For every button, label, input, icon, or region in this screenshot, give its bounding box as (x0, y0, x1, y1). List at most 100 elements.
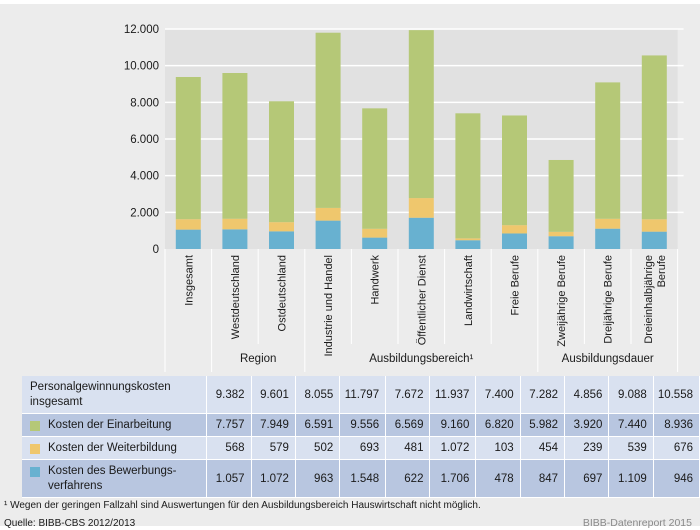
bar-segment (269, 222, 294, 232)
bar-segment (362, 228, 388, 238)
bar-segment (595, 82, 621, 219)
table-cell: 6.569 (385, 413, 431, 437)
table-cell: 7.440 (608, 413, 654, 437)
bar-segment (408, 217, 434, 249)
bar-segment (502, 225, 527, 234)
bar-segment (315, 32, 341, 208)
bar-segment (222, 229, 248, 249)
table-cell: 9.088 (608, 376, 654, 414)
table-cell: 7.672 (385, 376, 431, 414)
bar-segment (269, 231, 294, 249)
table-cell: 239 (564, 436, 610, 460)
figure-frame: 0 2.000 4.000 6.000 8.000 10.000 12.000 Insgesa… (0, 4, 700, 529)
bar-segment (222, 218, 248, 230)
legend-swatch (30, 443, 40, 454)
bar-segment (315, 220, 341, 249)
bar-segment (502, 115, 527, 226)
table-row: Personalgewinnungskosten insgesamt 9.382 9.… (22, 376, 700, 414)
table-cell: 963 (295, 459, 341, 498)
legend-swatch (30, 466, 40, 477)
table-cell: 6.591 (295, 413, 341, 437)
bar-segment (455, 240, 481, 249)
category-label: Handwerk (370, 255, 382, 305)
table-cell: 8.936 (653, 413, 700, 437)
table-cell: 676 (653, 436, 700, 460)
table-cell: 481 (385, 436, 431, 460)
table-cell: 478 (475, 459, 521, 498)
bar-segment (269, 101, 294, 223)
table-cell: 9.382 (206, 376, 252, 414)
table-cell: 946 (653, 459, 700, 498)
category-label: Dreijährige Berufe (603, 255, 615, 344)
table-cell: 579 (251, 436, 296, 460)
bar-segment (548, 159, 574, 232)
table-cell: 568 (206, 436, 252, 460)
data-table: Personalgewinnungskosten insgesamt 9.382 9.… (22, 376, 700, 498)
category-label: Freie Berufe (510, 255, 522, 316)
table-cell: 5.982 (520, 413, 566, 437)
table-cell: 9.160 (429, 413, 477, 437)
table-row: Kosten des Bewerbungs-verfahrens 1.057 1.0… (22, 459, 700, 498)
table-cell: 693 (339, 436, 387, 460)
row-label: Kosten der Weiterbildung (22, 436, 208, 460)
table-cell: 847 (520, 459, 566, 498)
group-label: Ausbildungsbereich¹ (369, 353, 473, 365)
table-cell: 502 (295, 436, 341, 460)
stacked-bar-chart: 0 2.000 4.000 6.000 8.000 10.000 12.000 Insgesa… (124, 24, 684, 372)
table-cell: 7.949 (251, 413, 296, 437)
category-label: Ostdeutschland (277, 255, 289, 331)
bar-segment (502, 233, 527, 249)
y-tick-label: 6.000 (130, 134, 159, 146)
table-cell: 3.920 (564, 413, 610, 437)
y-tick-label: 12.000 (124, 24, 159, 36)
table-cell: 1.072 (429, 436, 477, 460)
bar-segment (362, 108, 388, 229)
y-tick-label: 2.000 (130, 207, 159, 219)
bar-segment (641, 55, 667, 220)
category-label: Insgesamt (183, 255, 195, 306)
table-cell: 1.057 (206, 459, 252, 498)
bar-segment (455, 238, 481, 241)
table-cell: 103 (475, 436, 521, 460)
row-label: Kosten des Bewerbungs-verfahrens (22, 459, 208, 498)
row-label: Kosten der Einarbeitung (22, 413, 208, 437)
category-label: Westdeutschland (230, 255, 242, 339)
bar-segment (175, 219, 201, 230)
brand-label: BIBB-Datenreport 2015 (582, 517, 692, 529)
bar-segment (595, 228, 621, 249)
table-cell: 1.706 (429, 459, 477, 498)
category-label: Berufe (656, 255, 668, 287)
category-label: Dreieinhalbjährige (643, 255, 655, 344)
table-cell: 7.400 (475, 376, 521, 414)
bar-segment (548, 231, 574, 237)
bar-segment (175, 229, 201, 249)
table-cell: 539 (608, 436, 654, 460)
table-cell: 697 (564, 459, 610, 498)
footnote: ¹ Wegen der geringen Fallzahl sind Auswe… (4, 500, 481, 511)
bar-segment (175, 76, 201, 220)
bar-segment (408, 198, 434, 218)
bar-segment (362, 237, 388, 249)
y-tick-label: 4.000 (130, 171, 159, 183)
table-cell: 1.072 (251, 459, 296, 498)
bar-segment (641, 219, 667, 232)
bar-segment (315, 207, 341, 221)
table-cell: 8.055 (295, 376, 341, 414)
table-row: Kosten der Weiterbildung 568 579 502 693 481 1… (22, 436, 700, 460)
row-label: Personalgewinnungskosten insgesamt (22, 376, 208, 414)
table-cell: 4.856 (564, 376, 610, 414)
y-tick-label: 0 (153, 244, 159, 256)
bar-segment (595, 218, 621, 229)
legend-swatch (30, 420, 40, 431)
table-cell: 7.757 (206, 413, 252, 437)
group-label: Ausbildungsdauer (562, 353, 654, 365)
table-cell: 1.109 (608, 459, 654, 498)
table-cell: 1.548 (339, 459, 387, 498)
group-label: Region (240, 353, 276, 365)
table-cell: 454 (520, 436, 566, 460)
table-cell: 622 (385, 459, 431, 498)
table-cell: 7.282 (520, 376, 566, 414)
bar-segment (222, 73, 248, 219)
table-cell: 9.601 (251, 376, 296, 414)
y-tick-label: 8.000 (130, 97, 159, 109)
